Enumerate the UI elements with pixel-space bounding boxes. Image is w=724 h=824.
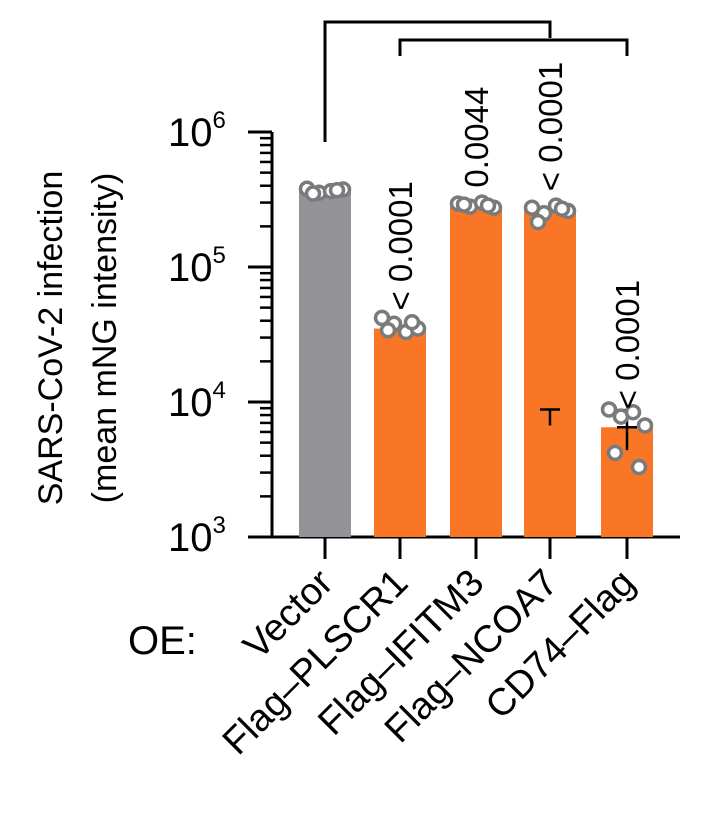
data-point [379,322,397,339]
data-point [606,444,624,462]
data-point [600,401,618,418]
x-axis-prefix-label: OE: [128,619,197,663]
points-group [298,180,654,476]
comparison-bracket [323,20,552,142]
bar [524,209,576,538]
bars-group [299,191,653,538]
p-value-label: < 0.0001 [609,280,646,409]
y-tick-label: 106 [168,107,226,155]
y-tick-label: 104 [168,377,226,425]
data-point [624,403,642,421]
p-value-label: < 0.0001 [532,62,569,191]
data-point [455,196,473,213]
data-point [636,417,654,434]
data-point [328,182,346,199]
y-axis-label-line1: SARS-CoV-2 infection [32,171,70,506]
bar [374,328,426,537]
data-point [304,185,322,202]
data-point [529,213,547,231]
data-point [403,313,421,331]
comparison-bracket [398,38,629,56]
p-value-label: < 0.0001 [382,181,419,310]
data-point [479,197,497,214]
y-tick-label: 103 [168,512,226,560]
y-tick-label: 105 [168,242,226,290]
p-value-label: 0.0044 [458,87,495,188]
bar [450,205,502,537]
bar [299,191,351,538]
data-point [630,458,648,476]
y-axis-label-line2: (mean mNG intensity) [86,173,124,504]
data-point [553,200,571,218]
